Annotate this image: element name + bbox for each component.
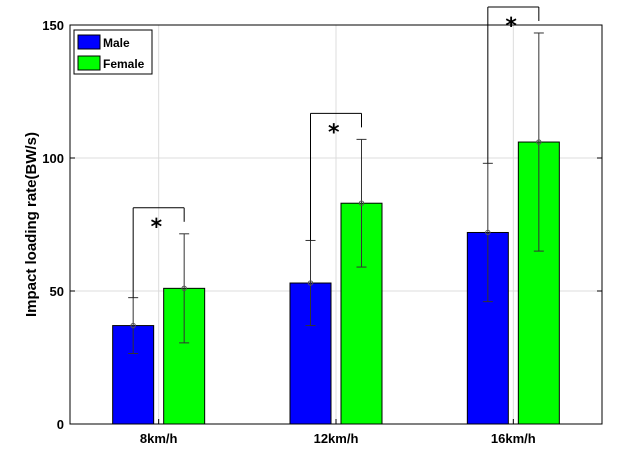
y-tick-label: 100	[42, 151, 64, 166]
y-tick-label: 50	[50, 284, 64, 299]
legend-label-male: Male	[103, 36, 130, 50]
significance-brackets: * * *	[132, 6, 540, 298]
significance-bracket-2: *	[310, 112, 362, 241]
x-tick-label: 8km/h	[140, 431, 178, 446]
mean-marker	[181, 285, 187, 292]
significance-star: *	[328, 120, 340, 145]
significance-bracket-1: *	[132, 207, 185, 298]
mean-marker	[485, 229, 491, 236]
mean-marker	[130, 322, 136, 329]
mean-marker	[307, 280, 314, 286]
legend: Male Female	[73, 29, 153, 75]
legend-label-female: Female	[103, 57, 145, 71]
mean-marker	[536, 139, 542, 145]
significance-star: *	[151, 215, 163, 240]
y-tick-label: 0	[57, 417, 64, 432]
y-axis-label: Impact loading rate(BW/s)	[23, 132, 40, 317]
significance-star: *	[505, 14, 517, 39]
legend-swatch-male	[77, 34, 101, 50]
error-bars	[128, 32, 544, 355]
x-tick-label: 12km/h	[314, 431, 359, 446]
significance-bracket-3: *	[487, 6, 540, 164]
x-axis-ticks: 8km/h 12km/h 16km/h	[140, 419, 536, 446]
x-tick-label: 16km/h	[491, 431, 536, 446]
y-axis-ticks: 0 50 100 150	[42, 18, 602, 432]
mean-marker	[358, 200, 365, 206]
legend-swatch-female	[77, 55, 101, 71]
y-tick-label: 150	[42, 18, 64, 33]
